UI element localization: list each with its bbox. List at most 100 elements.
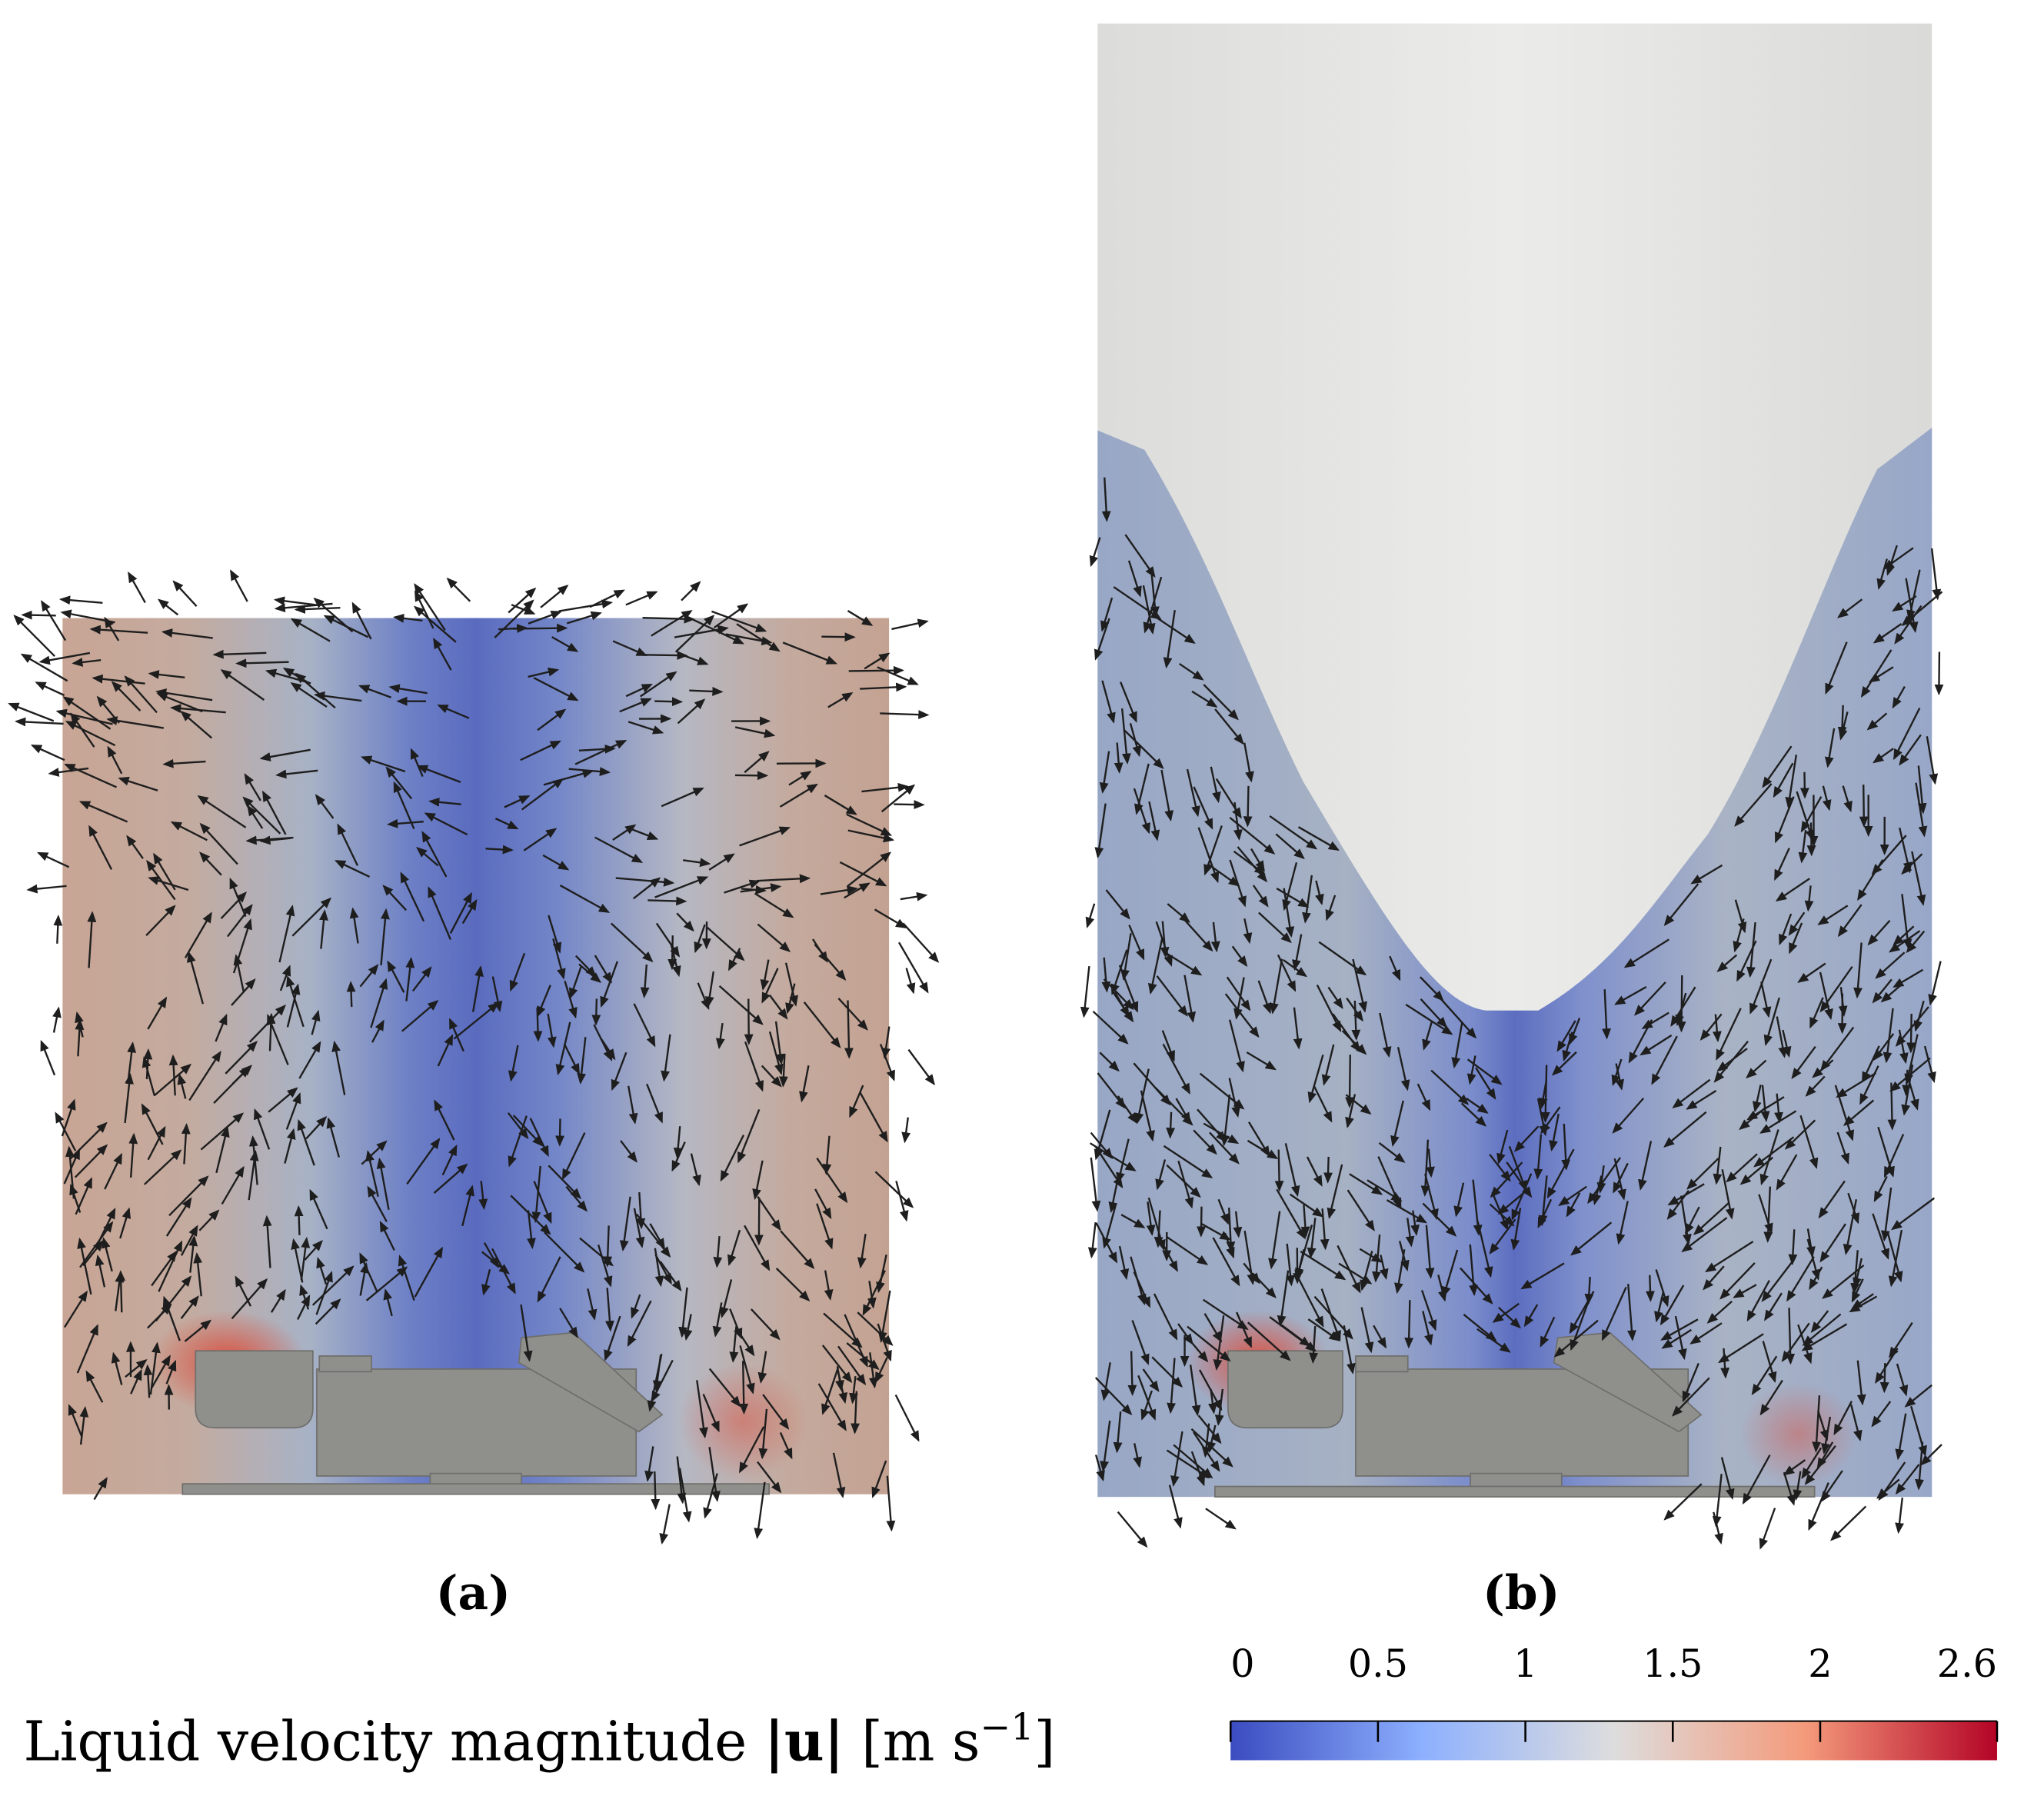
vector	[816, 1158, 848, 1204]
vector	[627, 1085, 638, 1125]
vector	[141, 1103, 164, 1145]
vector	[1910, 1405, 1927, 1457]
vector	[523, 828, 558, 851]
vector	[1386, 1199, 1427, 1224]
vector	[739, 826, 791, 847]
vector	[1873, 623, 1903, 644]
vector	[603, 1225, 613, 1268]
vector	[1430, 1069, 1470, 1105]
vector	[297, 1295, 311, 1321]
vector	[901, 1117, 911, 1144]
vector	[654, 876, 709, 898]
vector	[1307, 1218, 1317, 1259]
vector	[1163, 610, 1176, 669]
vector	[273, 596, 317, 606]
vector	[181, 1123, 191, 1165]
vector	[199, 851, 222, 876]
vector	[1763, 1186, 1773, 1243]
vector	[1217, 1198, 1230, 1225]
vector	[779, 783, 818, 808]
vector	[651, 1359, 674, 1403]
vector	[1453, 1182, 1465, 1218]
vector	[1377, 1156, 1402, 1209]
vector	[1761, 1260, 1794, 1302]
vector	[398, 1255, 415, 1301]
vector	[559, 885, 611, 913]
vector	[400, 871, 425, 922]
vector	[359, 1261, 369, 1296]
vector	[741, 885, 767, 895]
vector	[1558, 1185, 1587, 1207]
vector	[1113, 586, 1162, 620]
vector	[1101, 680, 1116, 724]
vector	[1880, 1187, 1893, 1242]
vector	[299, 1284, 310, 1310]
vector	[111, 1351, 123, 1385]
vector	[1833, 1401, 1853, 1436]
vector	[75, 1177, 92, 1215]
vector	[577, 1037, 587, 1085]
vector	[1151, 1356, 1183, 1388]
vector	[1178, 662, 1204, 681]
vector	[393, 781, 415, 830]
vector	[1163, 951, 1203, 976]
vector	[1320, 1208, 1330, 1251]
vector	[188, 1050, 221, 1101]
vector	[58, 595, 103, 605]
vector	[326, 1117, 341, 1158]
vector	[337, 823, 359, 866]
vector	[158, 1240, 183, 1292]
vector	[1843, 1099, 1875, 1127]
vector	[817, 1383, 847, 1431]
vector	[1315, 880, 1324, 906]
vector	[625, 683, 653, 698]
vector	[1676, 975, 1686, 1033]
vector	[1389, 955, 1401, 981]
vector	[761, 1065, 782, 1088]
vector	[1853, 1258, 1863, 1289]
vector	[629, 828, 659, 840]
vector	[823, 1312, 863, 1348]
vector	[1233, 801, 1243, 841]
vector	[558, 599, 614, 612]
vector	[1719, 1262, 1756, 1300]
vector	[434, 1099, 455, 1141]
vector	[1801, 1447, 1823, 1480]
vector	[1746, 1280, 1770, 1322]
vector	[1142, 1368, 1160, 1392]
vector	[785, 983, 796, 1015]
vector	[757, 1351, 767, 1384]
vector	[847, 851, 892, 887]
vector	[760, 959, 770, 991]
unit-exponent: −1	[980, 1706, 1034, 1748]
vector	[1097, 1072, 1126, 1109]
vector	[508, 587, 537, 614]
vector	[1133, 1443, 1142, 1468]
vector	[1928, 961, 1942, 1006]
vector	[1672, 1078, 1711, 1109]
vector	[508, 1115, 528, 1168]
vector	[1634, 981, 1666, 1016]
vector	[68, 1404, 83, 1437]
vector	[1405, 1003, 1453, 1035]
vector	[70, 712, 95, 748]
vector	[1536, 1098, 1549, 1137]
vector	[1166, 1111, 1176, 1139]
vector	[1424, 1173, 1439, 1221]
vector	[297, 1118, 315, 1166]
vector	[1099, 751, 1110, 794]
vector	[1422, 1020, 1433, 1051]
vector	[677, 698, 706, 725]
vector	[53, 915, 63, 944]
vector	[824, 1270, 834, 1301]
vector	[886, 1475, 896, 1532]
vector	[1810, 1310, 1829, 1333]
vector	[1276, 1188, 1307, 1240]
vector	[55, 1111, 77, 1151]
vector	[1782, 1029, 1792, 1058]
vector	[334, 860, 371, 878]
vector	[62, 696, 112, 730]
vector	[676, 1456, 687, 1504]
vector	[1508, 1145, 1527, 1192]
